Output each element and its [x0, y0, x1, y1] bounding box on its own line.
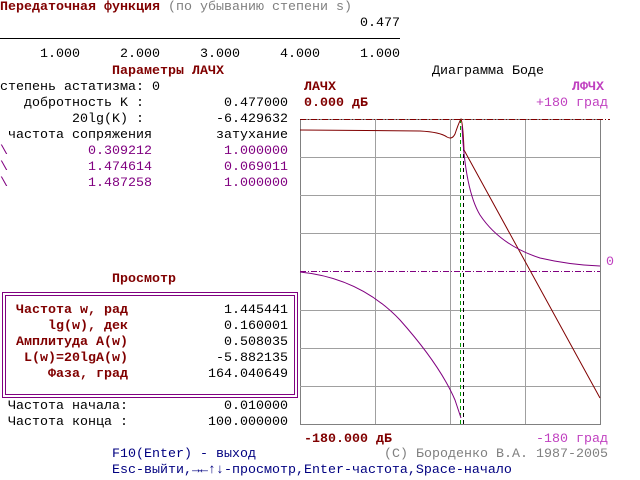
value: 1.000000 — [224, 176, 288, 191]
label: Фаза, град — [48, 367, 128, 382]
marker: \ — [0, 160, 8, 175]
column-header: частота сопряжения — [8, 128, 152, 143]
value: 1.445441 — [224, 303, 288, 318]
axis-limit: 0.000 дБ — [304, 96, 368, 111]
phase-curve — [461, 125, 601, 267]
label: степень астатизма: 0 — [0, 80, 160, 95]
coefficient: 1.000 — [40, 47, 80, 62]
axis-limit: -180 град — [536, 432, 608, 447]
plot-title: Диаграмма Боде — [432, 64, 544, 79]
column-header: затухание — [216, 128, 288, 143]
value: 1.000000 — [224, 144, 288, 159]
value: 1.474614 — [88, 160, 152, 175]
coefficient: 2.000 — [120, 47, 160, 62]
coefficient: 1.000 — [360, 47, 400, 62]
label: Частота конца : — [8, 415, 128, 430]
hint: Esc-выйти,→←↑↓-просмотр,Enter-частота,Sp… — [112, 463, 512, 478]
copyright: (C) Бороденко В.А. 1987-2005 — [384, 447, 608, 462]
label: 20lg(K) : — [72, 112, 144, 127]
title: Передаточная функция — [0, 0, 160, 15]
marker: \ — [0, 144, 8, 159]
label: добротность K : — [24, 96, 144, 111]
subtitle: (по убыванию степени s) — [168, 0, 352, 15]
phase-curve — [299, 271, 462, 419]
hint[interactable]: F10(Enter) - выход — [112, 447, 256, 462]
axis-label: ЛАЧХ — [304, 80, 336, 95]
coefficient: 3.000 — [200, 47, 240, 62]
section-title: Параметры ЛАЧХ — [112, 64, 224, 79]
axis-limit: +180 град — [536, 96, 608, 111]
axis-limit: -180.000 дБ — [304, 432, 392, 447]
numerator: 0.477 — [360, 16, 400, 31]
label: lg(w), дек — [48, 319, 128, 334]
value: 100.000000 — [208, 415, 288, 430]
value: 1.487258 — [88, 176, 152, 191]
value: 164.040649 — [208, 367, 288, 382]
axis-label: ЛФЧХ — [572, 80, 604, 95]
label: Частота начала: — [8, 399, 128, 414]
view-box — [2, 292, 298, 398]
value: 0.010000 — [224, 399, 288, 414]
value: 0.160001 — [224, 319, 288, 334]
label: Амплитуда A(w) — [16, 335, 128, 350]
marker: \ — [0, 176, 8, 191]
value: 0.309212 — [88, 144, 152, 159]
value: -6.429632 — [216, 112, 288, 127]
value: 0.477000 — [224, 96, 288, 111]
value: -5.882135 — [216, 351, 288, 366]
value: 0.508035 — [224, 335, 288, 350]
value: 0.069011 — [224, 160, 288, 175]
grid — [300, 119, 600, 424]
amplitude-curve — [299, 117, 601, 399]
label: L(w)=20lgA(w) — [24, 351, 128, 366]
coefficient: 4.000 — [280, 47, 320, 62]
section-title: Просмотр — [112, 272, 176, 287]
label: Частота w, рад — [16, 303, 128, 318]
axis-limit: 0 — [606, 255, 614, 270]
